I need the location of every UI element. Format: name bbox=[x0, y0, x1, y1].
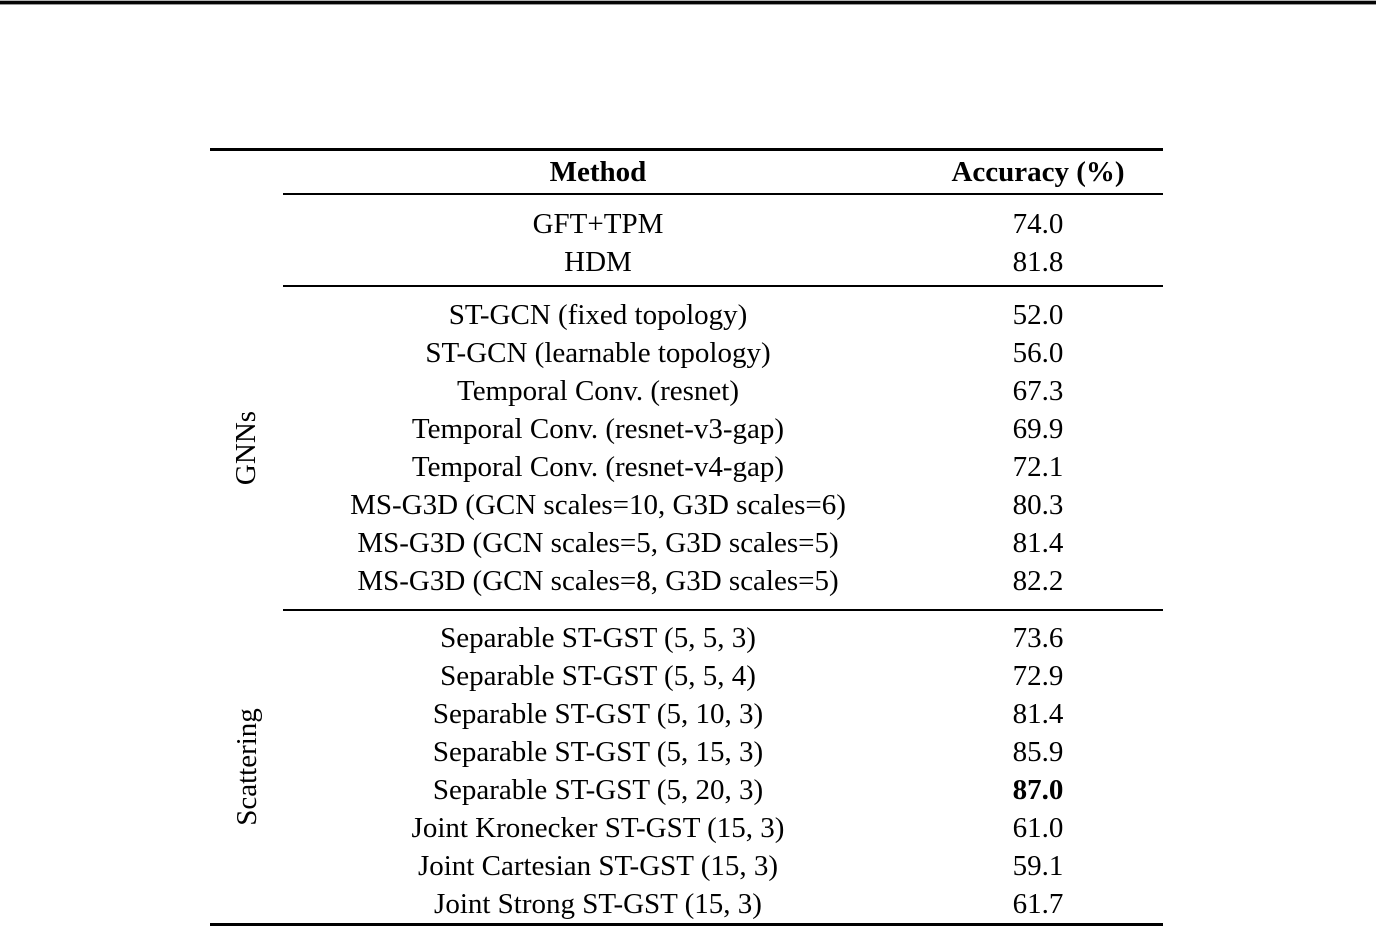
screenshot-top-edge bbox=[0, 0, 1376, 5]
table-header-row: Method Accuracy (%) bbox=[210, 151, 1163, 193]
group-label-gnns: GNNs bbox=[230, 410, 263, 486]
accuracy-cell: 59.1 bbox=[1012, 850, 1064, 882]
accuracy-cell: 56.0 bbox=[1012, 337, 1064, 369]
accuracy-cell-best: 87.0 bbox=[1012, 774, 1064, 806]
method-cell: Temporal Conv. (resnet) bbox=[457, 375, 739, 407]
group-baselines: GFT+TPM 74.0 HDM 81.8 bbox=[210, 195, 1163, 285]
table-row: Separable ST-GST (5, 5, 4) 72.9 bbox=[210, 657, 1163, 695]
table-row: Temporal Conv. (resnet) 67.3 bbox=[210, 372, 1163, 410]
table-row: MS-G3D (GCN scales=10, G3D scales=6) 80.… bbox=[210, 486, 1163, 524]
accuracy-cell: 52.0 bbox=[1012, 299, 1064, 331]
method-cell: Joint Strong ST-GST (15, 3) bbox=[434, 888, 762, 920]
table-row: GFT+TPM 74.0 bbox=[210, 205, 1163, 243]
method-cell: Separable ST-GST (5, 15, 3) bbox=[432, 736, 764, 768]
accuracy-cell: 81.8 bbox=[1012, 246, 1064, 278]
table-row: MS-G3D (GCN scales=5, G3D scales=5) 81.4 bbox=[210, 524, 1163, 562]
accuracy-cell: 72.9 bbox=[1012, 660, 1064, 692]
header-accuracy: Accuracy (%) bbox=[951, 156, 1125, 188]
accuracy-cell: 61.0 bbox=[1012, 812, 1064, 844]
table-row: Joint Kronecker ST-GST (15, 3) 61.0 bbox=[210, 809, 1163, 847]
table-row: Separable ST-GST (5, 15, 3) 85.9 bbox=[210, 733, 1163, 771]
method-cell: Separable ST-GST (5, 10, 3) bbox=[432, 698, 764, 730]
header-underline-rule bbox=[283, 193, 1163, 195]
group-scattering: Scattering Separable ST-GST (5, 5, 3) 73… bbox=[210, 611, 1163, 923]
table-row: Temporal Conv. (resnet-v4-gap) 72.1 bbox=[210, 448, 1163, 486]
method-cell: ST-GCN (fixed topology) bbox=[448, 299, 748, 331]
method-cell: HDM bbox=[564, 246, 632, 278]
table-row: Separable ST-GST (5, 20, 3) 87.0 bbox=[210, 771, 1163, 809]
table-row: HDM 81.8 bbox=[210, 243, 1163, 281]
table-row: Temporal Conv. (resnet-v3-gap) 69.9 bbox=[210, 410, 1163, 448]
table-top-rule bbox=[210, 148, 1163, 151]
method-cell: GFT+TPM bbox=[532, 208, 664, 240]
method-cell: Temporal Conv. (resnet-v4-gap) bbox=[411, 451, 785, 483]
accuracy-cell: 81.4 bbox=[1012, 698, 1064, 730]
method-cell: MS-G3D (GCN scales=5, G3D scales=5) bbox=[357, 527, 839, 559]
accuracy-cell: 80.3 bbox=[1012, 489, 1064, 521]
results-table: Method Accuracy (%) GFT+TPM 74.0 HDM 81.… bbox=[210, 148, 1163, 926]
table-row: Separable ST-GST (5, 10, 3) 81.4 bbox=[210, 695, 1163, 733]
accuracy-cell: 74.0 bbox=[1012, 208, 1064, 240]
table-row: Joint Strong ST-GST (15, 3) 61.7 bbox=[210, 885, 1163, 923]
table-row: MS-G3D (GCN scales=8, G3D scales=5) 82.2 bbox=[210, 562, 1163, 600]
group-gnns: GNNs ST-GCN (fixed topology) 52.0 ST-GCN… bbox=[210, 287, 1163, 609]
method-cell: MS-G3D (GCN scales=8, G3D scales=5) bbox=[357, 565, 839, 597]
table-row: Joint Cartesian ST-GST (15, 3) 59.1 bbox=[210, 847, 1163, 885]
accuracy-cell: 73.6 bbox=[1012, 622, 1064, 654]
accuracy-cell: 85.9 bbox=[1012, 736, 1064, 768]
group-label-scattering: Scattering bbox=[230, 708, 263, 826]
table-row: ST-GCN (fixed topology) 52.0 bbox=[210, 296, 1163, 334]
accuracy-cell: 61.7 bbox=[1012, 888, 1064, 920]
accuracy-cell: 69.9 bbox=[1012, 413, 1064, 445]
method-cell: ST-GCN (learnable topology) bbox=[425, 337, 771, 369]
method-cell: Joint Kronecker ST-GST (15, 3) bbox=[411, 812, 785, 844]
group-divider-rule bbox=[283, 609, 1163, 611]
method-cell: Temporal Conv. (resnet-v3-gap) bbox=[411, 413, 785, 445]
header-method: Method bbox=[549, 156, 647, 188]
accuracy-cell: 72.1 bbox=[1012, 451, 1064, 483]
method-cell: MS-G3D (GCN scales=10, G3D scales=6) bbox=[350, 489, 846, 521]
accuracy-cell: 67.3 bbox=[1012, 375, 1064, 407]
accuracy-cell: 82.2 bbox=[1012, 565, 1064, 597]
group-divider-rule bbox=[283, 285, 1163, 287]
table-bottom-rule bbox=[210, 923, 1163, 926]
method-cell: Separable ST-GST (5, 5, 4) bbox=[440, 660, 756, 692]
accuracy-cell: 81.4 bbox=[1012, 527, 1064, 559]
table-row: Separable ST-GST (5, 5, 3) 73.6 bbox=[210, 619, 1163, 657]
method-cell: Joint Cartesian ST-GST (15, 3) bbox=[417, 850, 779, 882]
table-row: ST-GCN (learnable topology) 56.0 bbox=[210, 334, 1163, 372]
method-cell: Separable ST-GST (5, 5, 3) bbox=[440, 622, 756, 654]
method-cell: Separable ST-GST (5, 20, 3) bbox=[432, 774, 764, 806]
